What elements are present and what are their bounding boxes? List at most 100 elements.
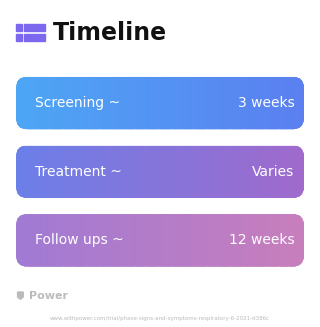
- Bar: [248, 77, 250, 129]
- Bar: [284, 214, 286, 267]
- Bar: [109, 214, 111, 267]
- Bar: [238, 214, 240, 267]
- Bar: [208, 214, 209, 267]
- Bar: [241, 146, 243, 198]
- FancyBboxPatch shape: [16, 214, 304, 267]
- Bar: [69, 214, 71, 267]
- Bar: [76, 146, 78, 198]
- Bar: [79, 146, 81, 198]
- Bar: [230, 146, 232, 198]
- Bar: [272, 146, 274, 198]
- Bar: [199, 146, 201, 198]
- Bar: [133, 214, 134, 267]
- Bar: [150, 77, 152, 129]
- Bar: [278, 214, 280, 267]
- Bar: [105, 77, 107, 129]
- Bar: [300, 146, 301, 198]
- Bar: [22, 77, 24, 129]
- Bar: [229, 146, 231, 198]
- Bar: [303, 146, 304, 198]
- Bar: [127, 77, 129, 129]
- Bar: [172, 146, 173, 198]
- Bar: [196, 146, 198, 198]
- Bar: [91, 214, 93, 267]
- Bar: [86, 146, 88, 198]
- Bar: [108, 214, 110, 267]
- Bar: [41, 77, 42, 129]
- Bar: [182, 214, 183, 267]
- Bar: [85, 146, 87, 198]
- Bar: [124, 77, 126, 129]
- Bar: [111, 146, 113, 198]
- Bar: [303, 214, 304, 267]
- Bar: [294, 146, 296, 198]
- Bar: [118, 146, 120, 198]
- Bar: [288, 77, 290, 129]
- Bar: [246, 77, 248, 129]
- Bar: [128, 146, 130, 198]
- Bar: [88, 77, 90, 129]
- Bar: [102, 77, 104, 129]
- Bar: [20, 214, 22, 267]
- Bar: [146, 77, 147, 129]
- Bar: [35, 77, 36, 129]
- Bar: [193, 77, 195, 129]
- Bar: [22, 214, 24, 267]
- Bar: [157, 77, 159, 129]
- Bar: [176, 214, 178, 267]
- Bar: [41, 214, 42, 267]
- Bar: [261, 214, 262, 267]
- Bar: [79, 77, 81, 129]
- Bar: [143, 214, 145, 267]
- Bar: [179, 146, 180, 198]
- Bar: [48, 214, 50, 267]
- Bar: [56, 77, 58, 129]
- Bar: [225, 77, 227, 129]
- Bar: [26, 214, 28, 267]
- Bar: [189, 214, 191, 267]
- Bar: [190, 214, 192, 267]
- Bar: [71, 214, 73, 267]
- Bar: [146, 146, 147, 198]
- Bar: [46, 146, 48, 198]
- Bar: [16, 24, 22, 31]
- Bar: [124, 146, 126, 198]
- Bar: [212, 146, 214, 198]
- Bar: [90, 77, 91, 129]
- Bar: [111, 214, 113, 267]
- Bar: [188, 77, 189, 129]
- Bar: [267, 214, 268, 267]
- Text: Power: Power: [29, 291, 68, 301]
- Bar: [22, 146, 24, 198]
- Bar: [239, 214, 241, 267]
- Bar: [236, 146, 238, 198]
- Bar: [53, 146, 55, 198]
- Bar: [88, 146, 90, 198]
- Bar: [20, 146, 22, 198]
- Bar: [192, 214, 194, 267]
- Bar: [76, 77, 78, 129]
- Bar: [18, 214, 19, 267]
- Bar: [219, 146, 221, 198]
- Bar: [188, 214, 189, 267]
- Bar: [98, 214, 100, 267]
- Bar: [268, 214, 270, 267]
- Bar: [125, 214, 127, 267]
- Bar: [283, 146, 284, 198]
- Bar: [128, 77, 130, 129]
- Bar: [68, 214, 70, 267]
- Bar: [35, 146, 36, 198]
- Bar: [173, 214, 175, 267]
- Bar: [130, 214, 132, 267]
- Bar: [244, 77, 245, 129]
- Bar: [24, 34, 45, 41]
- Bar: [134, 214, 136, 267]
- Bar: [20, 77, 22, 129]
- Bar: [215, 214, 217, 267]
- Bar: [84, 77, 85, 129]
- Bar: [16, 214, 18, 267]
- Bar: [251, 146, 252, 198]
- Bar: [136, 214, 137, 267]
- Bar: [166, 214, 168, 267]
- Bar: [226, 146, 228, 198]
